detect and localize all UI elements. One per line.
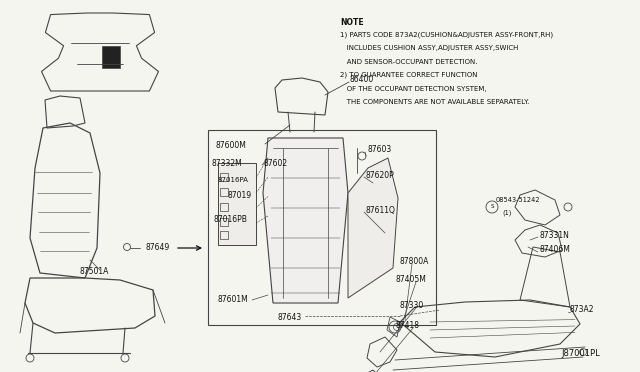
Bar (220, 218, 228, 226)
Text: 1) PARTS CODE 873A2(CUSHION&ADJUSTER ASSY-FRONT,RH): 1) PARTS CODE 873A2(CUSHION&ADJUSTER ASS… (340, 32, 553, 38)
Text: 87620P: 87620P (365, 170, 394, 180)
Text: 87603: 87603 (368, 145, 392, 154)
Text: 873A2: 873A2 (570, 305, 595, 314)
Text: 87602: 87602 (263, 158, 287, 167)
Text: 2) TO GUARANTEE CORRECT FUNCTION: 2) TO GUARANTEE CORRECT FUNCTION (340, 72, 477, 78)
Text: 08543-51242: 08543-51242 (496, 197, 541, 203)
Text: 87611Q: 87611Q (365, 205, 395, 215)
Bar (102, 46, 120, 68)
Bar (218, 163, 256, 245)
Text: J87001PL: J87001PL (561, 349, 600, 358)
Text: 87643: 87643 (277, 314, 301, 323)
Bar (220, 188, 228, 196)
Bar (220, 203, 228, 211)
Text: 86400: 86400 (350, 76, 374, 84)
Text: 87600M: 87600M (215, 141, 246, 150)
Text: 87501A: 87501A (80, 267, 109, 276)
Text: 87332M: 87332M (212, 158, 243, 167)
Text: 87601M: 87601M (218, 295, 249, 305)
Text: 87406M: 87406M (540, 246, 571, 254)
Text: INCLUDES CUSHION ASSY,ADJUSTER ASSY,SWICH: INCLUDES CUSHION ASSY,ADJUSTER ASSY,SWIC… (340, 45, 518, 51)
Text: 87019: 87019 (228, 192, 252, 201)
Text: (1): (1) (502, 210, 511, 216)
Text: 87330: 87330 (400, 301, 424, 311)
Bar (220, 231, 228, 239)
Text: 87331N: 87331N (540, 231, 570, 240)
Text: 87418: 87418 (395, 321, 419, 330)
Polygon shape (263, 138, 348, 303)
Text: 87649: 87649 (145, 244, 169, 253)
Bar (220, 173, 228, 181)
Text: 87405M: 87405M (395, 276, 426, 285)
Text: 87800A: 87800A (400, 257, 429, 266)
Text: 87016PA: 87016PA (218, 177, 249, 183)
Text: 87016PB: 87016PB (213, 215, 247, 224)
Bar (208, 130, 436, 325)
Text: THE COMPONENTS ARE NOT AVAILABLE SEPARATELY.: THE COMPONENTS ARE NOT AVAILABLE SEPARAT… (340, 99, 529, 105)
Text: AND SENSOR-OCCUPANT DETECTION.: AND SENSOR-OCCUPANT DETECTION. (340, 58, 477, 64)
Text: OF THE OCCUPANT DETECTION SYSTEM,: OF THE OCCUPANT DETECTION SYSTEM, (340, 86, 486, 92)
Text: NOTE: NOTE (340, 18, 364, 27)
Polygon shape (348, 158, 398, 298)
Text: S: S (490, 205, 493, 209)
